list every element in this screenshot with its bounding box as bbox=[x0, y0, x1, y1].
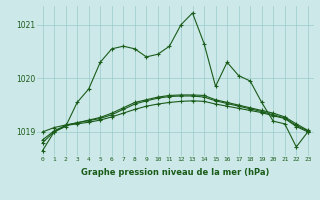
X-axis label: Graphe pression niveau de la mer (hPa): Graphe pression niveau de la mer (hPa) bbox=[81, 168, 269, 177]
